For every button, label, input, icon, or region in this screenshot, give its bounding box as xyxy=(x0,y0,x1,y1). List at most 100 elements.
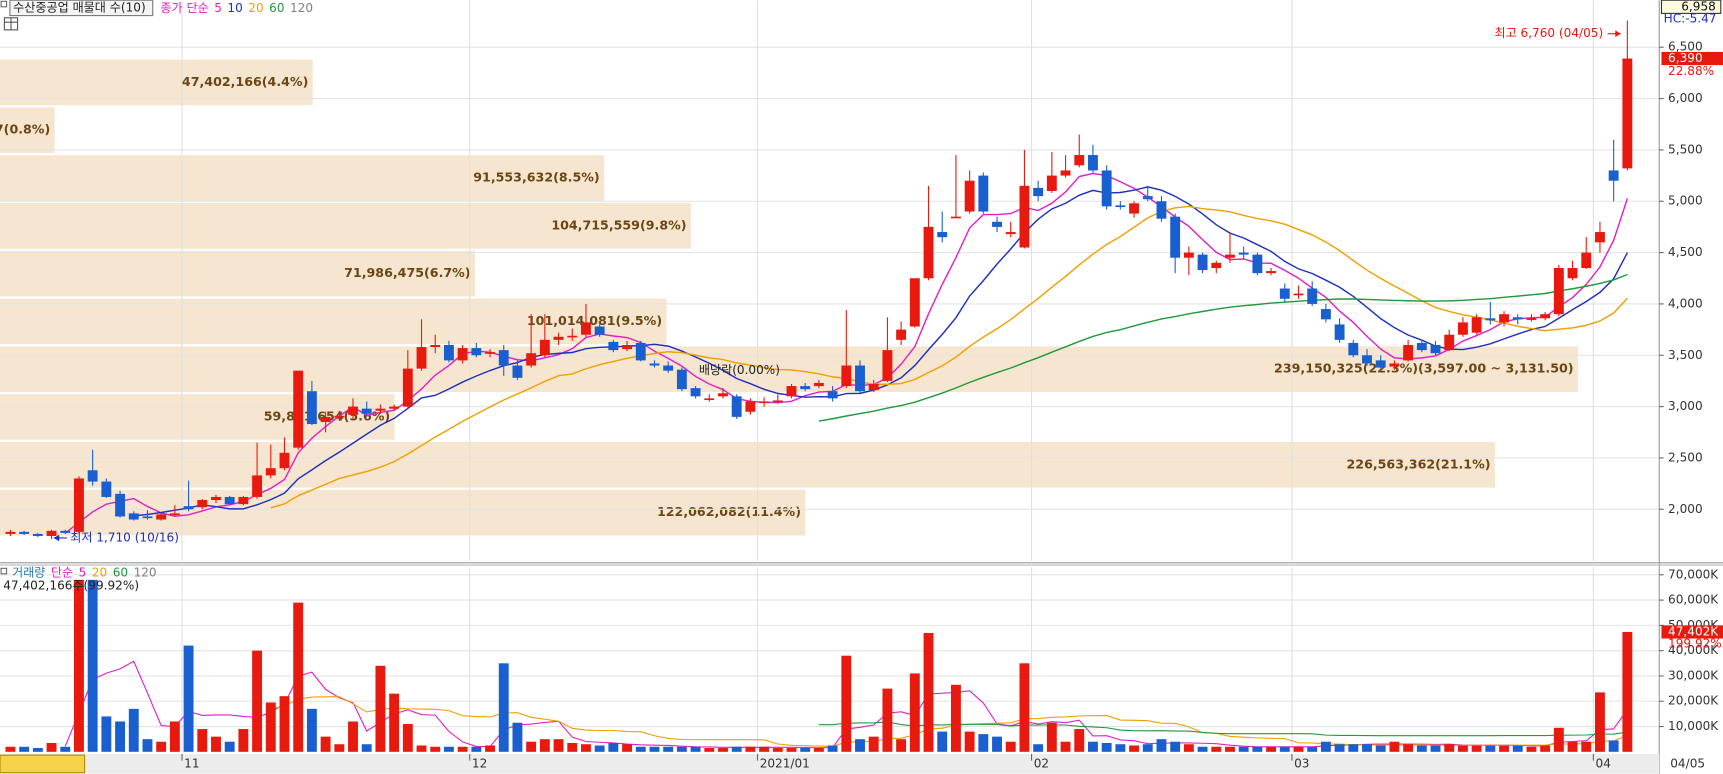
legend-period: 5 xyxy=(79,565,87,579)
candle-body xyxy=(348,406,358,415)
candle-body xyxy=(1129,203,1140,214)
volume-bar xyxy=(211,736,221,752)
last-volume-box xyxy=(1661,625,1723,639)
volume-bar xyxy=(635,746,646,752)
volume-bar xyxy=(1129,745,1140,752)
high-arrow-head xyxy=(1615,30,1621,38)
scroll-thumb[interactable] xyxy=(0,754,86,774)
candle-body xyxy=(402,368,413,407)
y-tick-label: 2,500 xyxy=(1668,450,1703,464)
candle-body xyxy=(238,496,249,505)
candle-body xyxy=(937,232,948,238)
candle-body xyxy=(1403,344,1414,361)
candle-body xyxy=(1334,324,1345,340)
axis-top-box xyxy=(1660,0,1722,14)
volume-bar xyxy=(1074,729,1085,752)
volume-bar xyxy=(745,746,756,752)
volume-bar xyxy=(1334,744,1345,752)
volume-bar xyxy=(1252,746,1263,752)
y-tick-label: 60,000K xyxy=(1668,593,1719,607)
volume-bar xyxy=(704,748,715,752)
y-tick-label: 10,000K xyxy=(1668,719,1719,733)
candle-body xyxy=(279,452,290,469)
candle-body xyxy=(361,408,372,414)
dividend-label: 배당락(0.00%) xyxy=(699,363,780,377)
change-label: 22.88% xyxy=(1668,64,1714,78)
y-tick-label: 5,500 xyxy=(1668,142,1703,156)
candle-body xyxy=(1553,267,1564,315)
candle-body xyxy=(649,363,660,366)
candle-body xyxy=(1033,187,1044,197)
volume-bar xyxy=(60,746,71,752)
candle-body xyxy=(1005,232,1016,235)
candle-body xyxy=(800,386,811,390)
volume-bar xyxy=(1156,739,1167,752)
candle-body xyxy=(1266,271,1277,274)
volume-bar xyxy=(1499,745,1509,752)
volume-bar xyxy=(265,702,276,752)
volume-bar xyxy=(1348,744,1359,752)
candle-body xyxy=(759,401,770,404)
candle-body xyxy=(1526,318,1537,320)
volume-bar xyxy=(115,721,126,752)
candle-body xyxy=(46,530,57,536)
candle-body xyxy=(320,416,331,423)
y-tick-label: 6,000 xyxy=(1668,91,1703,105)
candle-body xyxy=(142,516,153,519)
candle-body xyxy=(1581,252,1592,268)
x-tick-label: 11 xyxy=(184,756,199,770)
candle-body xyxy=(252,475,263,497)
candle-body xyxy=(1252,254,1263,274)
candle-body xyxy=(745,401,756,412)
legend-period: 5 xyxy=(214,0,222,14)
candle-body xyxy=(1608,170,1619,181)
candle-body xyxy=(1307,288,1318,304)
candle-body xyxy=(416,347,427,369)
candle-body xyxy=(1115,205,1126,208)
profile-label: 226,563,362(21.1%) xyxy=(1347,456,1491,471)
volume-bar xyxy=(156,741,167,752)
axis-top-label: 6,958 xyxy=(1681,0,1716,13)
volume-bar xyxy=(1622,631,1633,752)
y-tick-label: 6,500 xyxy=(1668,40,1703,54)
volume-bar xyxy=(348,721,358,752)
profile-label: 101,014,081(9.5%) xyxy=(527,313,662,328)
volume-bar xyxy=(567,742,578,752)
icon xyxy=(0,0,8,8)
volume-bar xyxy=(1279,746,1290,752)
volume-bar xyxy=(443,746,454,752)
volume-bar xyxy=(608,742,619,752)
volume-bar xyxy=(1320,741,1331,752)
volume-bar xyxy=(581,744,591,752)
candle-body xyxy=(1540,314,1551,319)
legend-period: 60 xyxy=(269,0,284,14)
volume-bar xyxy=(5,746,16,752)
candle-body xyxy=(306,391,317,425)
volume-bar xyxy=(827,745,838,752)
volume-bar xyxy=(622,744,633,752)
legend-period: 120 xyxy=(134,565,157,579)
candle-body xyxy=(60,530,71,533)
profile-bar xyxy=(0,203,691,249)
candle-body xyxy=(334,415,345,418)
volume-bar xyxy=(416,745,427,752)
volume-bar xyxy=(224,741,235,752)
volume-bar xyxy=(690,746,701,752)
volume-bar xyxy=(389,693,400,752)
candle-body xyxy=(1567,267,1578,279)
profile-label: 91,553,632(8.5%) xyxy=(473,170,599,185)
volume-bar xyxy=(402,724,413,752)
candle-body xyxy=(1183,252,1194,258)
last-date: 04/05 xyxy=(1670,756,1705,770)
candle-body xyxy=(1457,322,1468,335)
title-box[interactable] xyxy=(9,0,154,17)
volume-bar xyxy=(238,729,249,752)
volume-bar xyxy=(169,721,180,752)
volume-bar xyxy=(1060,741,1071,752)
volume-bar xyxy=(87,579,98,752)
last-price-box xyxy=(1661,51,1723,66)
candle-body xyxy=(786,386,797,397)
volume-bar xyxy=(1540,745,1551,752)
volume-bar xyxy=(1183,744,1194,752)
candle-body xyxy=(5,531,16,534)
